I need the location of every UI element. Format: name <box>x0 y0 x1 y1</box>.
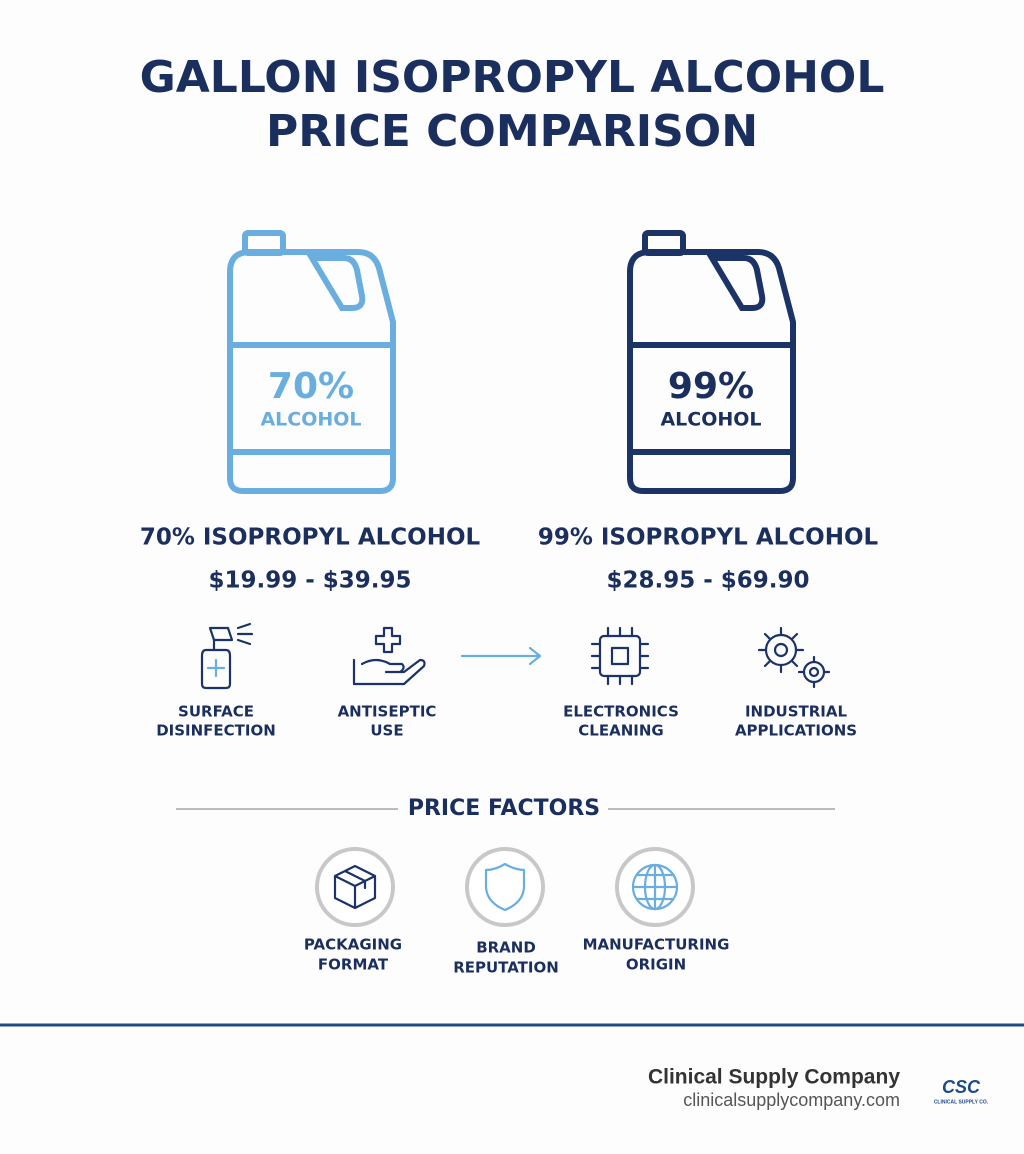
jug-percent: 70% <box>268 366 354 407</box>
chip-icon <box>590 626 650 686</box>
factor-label: BRAND <box>476 939 536 957</box>
title-line: PRICE COMPARISON <box>266 106 758 157</box>
use-label: INDUSTRIAL <box>745 703 848 721</box>
product-price: $28.95 - $69.90 <box>606 568 809 594</box>
product-name: 70% ISOPROPYL ALCOHOL <box>140 525 481 551</box>
logo-caption: CLINICAL SUPPLY CO. <box>934 1099 989 1105</box>
title-line: GALLON ISOPROPYL ALCOHOL <box>140 52 885 103</box>
factor-label: PACKAGING <box>304 936 402 954</box>
logo: CSC <box>942 1077 981 1097</box>
factor-label: MANUFACTURING <box>583 936 730 954</box>
globe-icon <box>631 863 679 911</box>
spray-icon <box>200 622 254 690</box>
use-label: CLEANING <box>578 722 663 740</box>
use-label: USE <box>370 722 403 740</box>
jug-label: ALCOHOL <box>260 409 361 431</box>
company-name: Clinical Supply Company <box>648 1066 900 1089</box>
use-label: DISINFECTION <box>156 722 276 740</box>
use-label: ANTISEPTIC <box>338 703 437 721</box>
company-url: clinicalsupplycompany.com <box>683 1090 900 1110</box>
use-label: ELECTRONICS <box>563 703 679 721</box>
factor-label: ORIGIN <box>626 956 686 974</box>
use-label: APPLICATIONS <box>735 722 857 740</box>
jug-percent: 99% <box>668 366 754 407</box>
jug-icon <box>627 230 796 494</box>
factor-label: REPUTATION <box>453 959 559 977</box>
use-label: SURFACE <box>178 703 254 721</box>
jug-label: ALCOHOL <box>660 409 761 431</box>
shield-icon <box>484 862 526 912</box>
jug-icon <box>227 230 396 494</box>
box-icon <box>333 864 377 910</box>
hand-icon <box>352 626 426 686</box>
product-price: $19.99 - $39.95 <box>208 568 411 594</box>
product-name: 99% ISOPROPYL ALCOHOL <box>538 525 879 551</box>
factor-circle <box>465 847 545 927</box>
gears-icon <box>757 626 831 689</box>
factor-label: FORMAT <box>318 956 389 974</box>
section-heading: PRICE FACTORS <box>408 796 600 821</box>
arrow <box>460 646 542 666</box>
